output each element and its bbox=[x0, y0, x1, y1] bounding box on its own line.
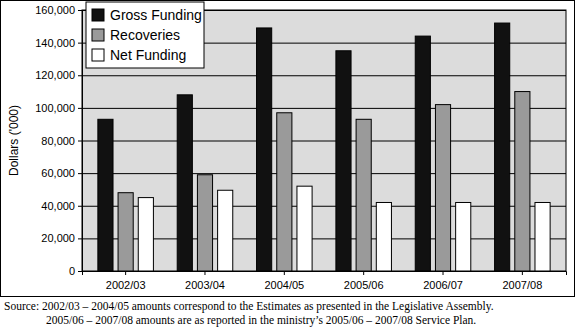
source-note: Source: 2002/03 – 2004/05 amounts corres… bbox=[4, 300, 494, 313]
legend-box bbox=[86, 2, 204, 68]
grid bbox=[82, 11, 566, 272]
grid-line bbox=[82, 141, 566, 142]
y-tick-label: 100,000 bbox=[35, 102, 75, 114]
bar bbox=[415, 36, 430, 271]
y-tick-label: 60,000 bbox=[41, 167, 75, 179]
grid-line bbox=[82, 108, 566, 109]
chart-frame bbox=[1, 1, 575, 297]
bar bbox=[138, 198, 153, 271]
x-axis-line bbox=[83, 272, 567, 276]
x-tick-label: 2007/08 bbox=[502, 279, 542, 291]
y-tick-label: 0 bbox=[69, 265, 75, 277]
legend-swatch bbox=[92, 49, 104, 61]
bars bbox=[98, 23, 550, 271]
legend-swatch bbox=[92, 29, 104, 41]
legend-label: Net Funding bbox=[110, 47, 186, 63]
x-tick-label: 2003/04 bbox=[185, 279, 225, 291]
y-tick-mark bbox=[78, 206, 82, 207]
y-tick: 140,000 bbox=[35, 37, 82, 49]
bar bbox=[356, 119, 371, 271]
x-tick: 2003/04 bbox=[185, 271, 225, 291]
x-tick-mark bbox=[363, 271, 364, 275]
x-axis: 2002/03 2003/04 2004/05 2005/06 2006/07 2007/… bbox=[83, 271, 567, 291]
x-tick-label: 2004/05 bbox=[264, 279, 304, 291]
bar bbox=[197, 175, 212, 271]
y-tick-mark bbox=[78, 173, 82, 174]
legend: Gross Funding Recoveries Net Funding bbox=[86, 2, 204, 68]
y-tick-label: 40,000 bbox=[41, 200, 75, 212]
y-tick-mark bbox=[78, 271, 82, 272]
grid-line bbox=[82, 238, 566, 239]
x-tick-mark bbox=[284, 271, 285, 275]
x-tick: 2005/06 bbox=[344, 271, 384, 291]
y-tick-mark bbox=[78, 10, 82, 11]
bar-series bbox=[138, 186, 550, 271]
bar bbox=[515, 92, 530, 271]
bar bbox=[118, 193, 133, 271]
y-tick: 120,000 bbox=[35, 69, 82, 81]
x-tick-label: 2002/03 bbox=[106, 279, 146, 291]
bar-series bbox=[98, 23, 510, 271]
source-note: 2005/06 – 2007/08 amounts are as reporte… bbox=[46, 314, 476, 327]
bar bbox=[435, 105, 450, 271]
x-tick-label: 2006/07 bbox=[423, 279, 463, 291]
bar bbox=[218, 190, 233, 271]
legend-swatch bbox=[92, 9, 104, 21]
y-tick: 60,000 bbox=[41, 167, 82, 179]
y-axis-title: Dollars ('000) bbox=[7, 105, 21, 176]
legend-label: Gross Funding bbox=[110, 7, 202, 23]
y-tick-label: 160,000 bbox=[35, 4, 75, 16]
grid-line bbox=[82, 173, 566, 174]
plot-area bbox=[82, 10, 566, 271]
bar-series bbox=[118, 92, 530, 271]
bar bbox=[277, 113, 292, 271]
bar bbox=[297, 186, 312, 271]
x-tick-label: 2005/06 bbox=[344, 279, 384, 291]
bar bbox=[376, 202, 391, 271]
bar bbox=[456, 202, 471, 271]
x-tick-mark bbox=[522, 271, 523, 275]
bar bbox=[535, 202, 550, 271]
x-tick: 2002/03 bbox=[106, 271, 146, 291]
y-tick-label: 20,000 bbox=[41, 232, 75, 244]
y-tick: 160,000 bbox=[35, 4, 82, 16]
bar bbox=[257, 28, 272, 271]
x-tick: 2004/05 bbox=[264, 271, 304, 291]
y-tick-label: 140,000 bbox=[35, 37, 75, 49]
bar bbox=[336, 51, 351, 271]
legend-label: Recoveries bbox=[110, 27, 180, 43]
x-tick: 2007/08 bbox=[502, 271, 542, 291]
y-tick-mark bbox=[78, 238, 82, 239]
bar bbox=[177, 95, 192, 271]
y-tick-mark bbox=[78, 43, 82, 44]
y-tick: 40,000 bbox=[41, 200, 82, 212]
grid-line bbox=[82, 206, 566, 207]
y-tick-label: 120,000 bbox=[35, 69, 75, 81]
y-tick-mark bbox=[78, 75, 82, 76]
y-tick-mark bbox=[78, 141, 82, 142]
y-tick: 100,000 bbox=[35, 102, 82, 114]
x-tick: 2006/07 bbox=[423, 271, 463, 291]
y-tick-mark bbox=[78, 108, 82, 109]
x-tick-mark bbox=[125, 271, 126, 275]
chart: 0 20,000 40,000 60,000 80,000 100,000 120,000 1… bbox=[0, 0, 575, 333]
x-tick-mark bbox=[443, 271, 444, 275]
y-axis: 0 20,000 40,000 60,000 80,000 100,000 120,000 1… bbox=[35, 4, 82, 277]
bar bbox=[495, 23, 510, 271]
grid-line bbox=[82, 75, 566, 76]
bar bbox=[98, 119, 113, 271]
y-tick-label: 80,000 bbox=[41, 135, 75, 147]
y-tick: 80,000 bbox=[41, 135, 82, 147]
y-tick: 0 bbox=[69, 265, 82, 277]
x-tick-mark bbox=[204, 271, 205, 275]
y-tick: 20,000 bbox=[41, 232, 82, 244]
y-axis-line bbox=[78, 11, 83, 272]
